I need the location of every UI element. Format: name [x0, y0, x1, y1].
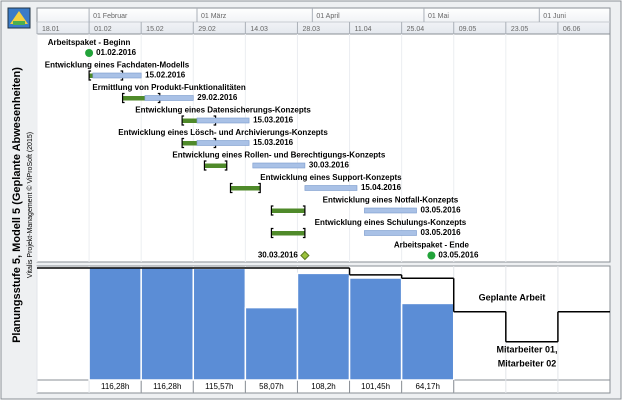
task-date: 15.04.2016: [361, 183, 402, 192]
task-name: Entwicklung eines Schulungs-Konzepts: [315, 218, 467, 227]
chart-subtitle: Vitalis Projekt-Management © ViProSoft (…: [26, 132, 34, 278]
baseline-bracket: [229, 182, 261, 194]
x-tick-label: 25.04: [407, 26, 425, 33]
value-label: 116,28h: [153, 382, 181, 391]
task-name: Entwicklung eines Fachdaten-Modells: [45, 61, 190, 70]
task-name: Ermittlung von Produkt-Funktionalitäten: [92, 83, 245, 92]
value-label: 101,45h: [361, 382, 390, 391]
baseline-bracket: [270, 205, 306, 216]
task-name: Entwicklung eines Support-Konzepts: [260, 173, 402, 182]
x-tick-label: 06.06: [563, 26, 581, 33]
baseline-milestone: [300, 250, 310, 261]
task-bar: [304, 185, 358, 191]
month-label: 01 Mai: [428, 13, 449, 20]
task-bar: [252, 162, 306, 169]
task-date: 29.02.2016: [197, 93, 238, 102]
value-label: 108,2h: [311, 382, 335, 391]
chart-title: Planungsstufe 5, Modell 5 (Geplante Abwe…: [11, 67, 23, 343]
bar: [348, 277, 403, 381]
baseline-bar: [271, 208, 305, 213]
bar: [296, 272, 351, 381]
bar: [400, 302, 455, 381]
task-name: Entwicklung eines Rollen- und Berechtigu…: [172, 151, 385, 160]
milestone: [85, 49, 94, 57]
bar: [88, 267, 142, 381]
milestone: [427, 251, 436, 260]
x-tick-label: 14.03: [250, 26, 268, 33]
x-tick-label: 29.02: [198, 26, 216, 33]
baseline-bar: [204, 163, 227, 168]
task-bar: [144, 95, 194, 101]
task-bar: [92, 72, 142, 79]
task-bar: [364, 207, 417, 214]
baseline-date: 30.03.2016: [258, 251, 299, 260]
value-label: 58,07h: [259, 382, 283, 391]
task-date: 03.05.2016: [438, 251, 479, 260]
task-date: 15.03.2016: [253, 138, 294, 147]
task-name: Entwicklung eines Notfall-Konzepts: [323, 196, 459, 205]
month-label: 01 Februar: [93, 13, 128, 20]
task-date: 30.03.2016: [309, 161, 350, 170]
value-label: 115,57h: [205, 382, 233, 391]
value-label: 116,28h: [101, 382, 129, 391]
task-date: 15.03.2016: [253, 116, 294, 125]
month-label: 01 Juni: [543, 13, 566, 20]
x-tick-label: 18.01: [42, 26, 60, 33]
legend-label: Mitarbeiter 01,: [496, 344, 557, 354]
x-tick-label: 28.03: [302, 26, 320, 33]
task-name: Arbeitspaket - Beginn: [48, 38, 131, 47]
task-name: Entwicklung eines Lösch- und Archivierun…: [118, 128, 328, 137]
task-date: 03.05.2016: [421, 228, 462, 237]
baseline-bar: [271, 231, 305, 236]
legend-label: Mitarbeiter 02: [498, 358, 557, 368]
value-label: 64,17h: [415, 382, 439, 391]
task-bar: [196, 140, 250, 146]
time-header: [36, 7, 611, 35]
x-tick-label: 11.04: [355, 26, 372, 33]
task-date: 03.05.2016: [421, 206, 462, 215]
month-label: 01 März: [201, 13, 227, 20]
baseline-bar: [122, 96, 160, 101]
task-date: 01.02.2016: [96, 48, 137, 57]
task-name: Entwicklung eines Datensicherungs-Konzep…: [135, 106, 311, 115]
task-name: Arbeitspaket - Ende: [394, 241, 470, 250]
x-tick-label: 23.05: [511, 26, 529, 33]
bar: [140, 267, 195, 381]
task-date: 15.02.2016: [145, 71, 186, 80]
month-label: 01 April: [316, 13, 340, 20]
x-tick-label: 09.05: [459, 26, 477, 33]
task-bar: [196, 117, 250, 124]
baseline-bracket: [203, 160, 228, 171]
legend-label: Geplante Arbeit: [479, 292, 546, 302]
baseline-bar: [230, 186, 261, 191]
bar: [192, 267, 247, 381]
bar: [244, 306, 299, 381]
task-bar: [364, 230, 417, 236]
x-tick-label: 15.02: [146, 26, 164, 33]
app-icon: [7, 7, 31, 29]
baseline-bracket: [270, 227, 306, 239]
gantt-panel: [36, 7, 611, 263]
x-tick-label: 01.02: [94, 26, 112, 33]
